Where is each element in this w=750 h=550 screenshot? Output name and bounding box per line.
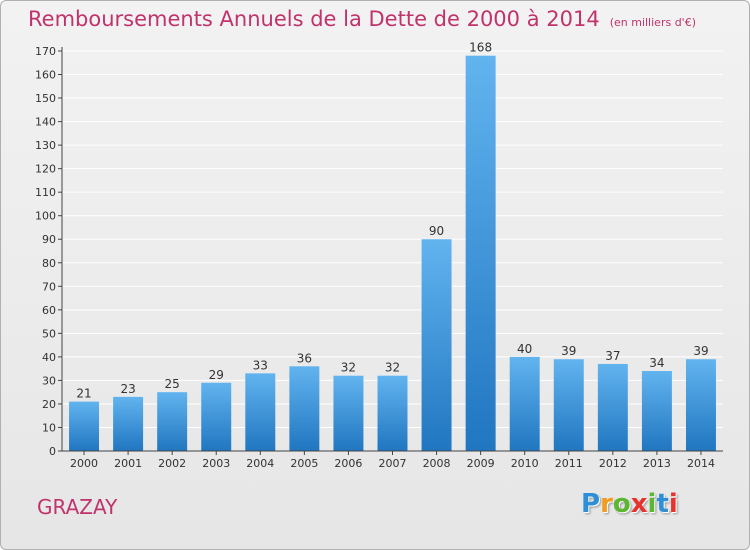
- x-tick-label: 2012: [599, 457, 627, 470]
- bar: [289, 366, 320, 451]
- bar: [597, 363, 628, 451]
- y-tick-label: 90: [42, 233, 56, 246]
- bar: [201, 382, 232, 451]
- x-tick-label: 2013: [643, 457, 671, 470]
- logo-letter: i: [647, 489, 657, 519]
- chart-title: Remboursements Annuels de la Dette de 20…: [28, 7, 600, 31]
- bar: [685, 359, 716, 451]
- y-tick-label: 160: [35, 69, 56, 82]
- x-tick-label: 2014: [687, 457, 715, 470]
- x-tick-label: 2005: [290, 457, 318, 470]
- y-tick-label: 20: [42, 398, 56, 411]
- value-label: 23: [120, 382, 135, 396]
- logo-letter: r: [600, 489, 613, 519]
- y-tick-label: 140: [35, 116, 56, 129]
- value-label: 36: [297, 351, 312, 365]
- bar: [333, 375, 364, 451]
- x-tick-label: 2002: [158, 457, 186, 470]
- axes: [58, 47, 723, 455]
- y-tick-label: 70: [42, 280, 56, 293]
- value-label: 21: [76, 387, 91, 401]
- y-tick-label: 100: [35, 210, 56, 223]
- logo-letter: o: [612, 489, 631, 519]
- x-tick-label: 2009: [467, 457, 495, 470]
- value-label: 32: [385, 361, 400, 375]
- y-tick-label: 30: [42, 374, 56, 387]
- value-label: 32: [341, 361, 356, 375]
- logo-letter: t: [656, 489, 669, 519]
- bar: [421, 239, 452, 451]
- y-tick-label: 40: [42, 351, 56, 364]
- y-tick-label: 10: [42, 421, 56, 434]
- bar: [69, 401, 100, 451]
- bar: [509, 356, 540, 451]
- y-tick-label: 0: [49, 445, 56, 458]
- x-tick-label: 2001: [114, 457, 142, 470]
- value-label: 29: [209, 368, 224, 382]
- x-tick-label: 2003: [202, 457, 230, 470]
- bar: [465, 55, 496, 452]
- y-tick-label: 80: [42, 257, 56, 270]
- bar: [113, 396, 144, 451]
- y-tick-label: 110: [35, 186, 56, 199]
- x-tick-label: 2011: [555, 457, 583, 470]
- y-tick-label: 120: [35, 163, 56, 176]
- x-tick-label: 2010: [511, 457, 539, 470]
- logo-letter: P: [581, 489, 601, 519]
- bar: [157, 392, 188, 451]
- chart-subtitle: (en milliers d'€): [609, 16, 696, 29]
- value-label: 40: [517, 342, 532, 356]
- value-label: 25: [165, 377, 180, 391]
- bar: [553, 359, 584, 451]
- value-label: 90: [429, 224, 444, 238]
- bar: [245, 373, 276, 451]
- value-label: 39: [693, 344, 708, 358]
- y-tick-label: 170: [35, 45, 56, 58]
- value-label: 33: [253, 358, 268, 372]
- logo-letter: i: [668, 489, 678, 519]
- value-label: 34: [649, 356, 664, 370]
- y-tick-label: 50: [42, 327, 56, 340]
- title-row: Remboursements Annuels de la Dette de 20…: [28, 7, 696, 31]
- value-label: 37: [605, 349, 620, 363]
- logo-letter: x: [630, 489, 648, 519]
- x-tick-label: 2007: [379, 457, 407, 470]
- x-tick-label: 2004: [246, 457, 274, 470]
- y-tick-label: 150: [35, 92, 56, 105]
- value-label: 39: [561, 344, 576, 358]
- commune-name: GRAZAY: [37, 495, 118, 519]
- labels: 0 10 20 30 40 50 60 70 80 90 100 110 120 130 140 150 160…: [35, 41, 715, 470]
- x-tick-label: 2006: [334, 457, 362, 470]
- bars: [69, 55, 716, 452]
- value-label: 168: [469, 41, 492, 55]
- bar: [377, 375, 408, 451]
- y-tick-label: 130: [35, 139, 56, 152]
- x-tick-label: 2000: [70, 457, 98, 470]
- proxiti-logo: Proxiti: [581, 489, 678, 519]
- y-tick-label: 60: [42, 304, 56, 317]
- bar: [641, 371, 672, 451]
- x-tick-label: 2008: [423, 457, 451, 470]
